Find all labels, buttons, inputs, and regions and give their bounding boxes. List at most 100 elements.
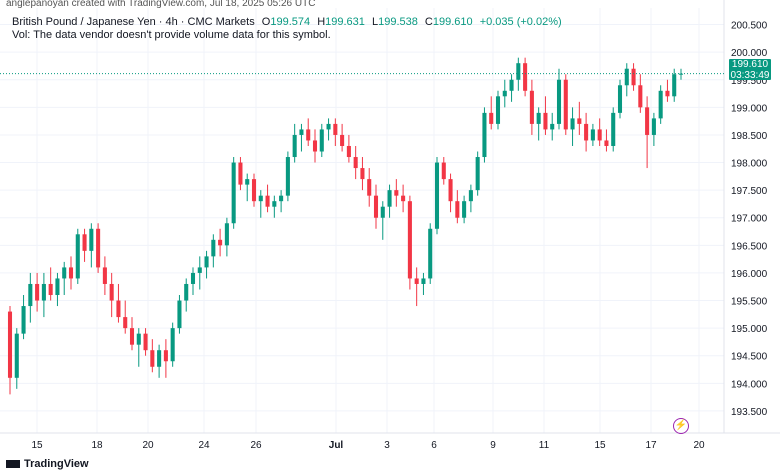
candle-body[interactable] [658, 90, 663, 119]
lightning-bolt-icon[interactable]: ⚡ [673, 418, 689, 434]
candle-body[interactable] [48, 283, 53, 296]
candle-body[interactable] [509, 79, 514, 91]
candle-body[interactable] [651, 118, 656, 135]
candle-body[interactable] [502, 90, 507, 97]
candle-body[interactable] [326, 123, 331, 130]
candle-body[interactable] [516, 63, 521, 80]
candle-body[interactable] [617, 85, 623, 113]
candle-body[interactable] [150, 350, 155, 367]
candle-body[interactable] [577, 118, 582, 124]
candle-body[interactable] [14, 333, 19, 378]
candle-body[interactable] [604, 140, 609, 146]
candle-body[interactable] [251, 179, 257, 202]
tradingview-logo[interactable]: TradingView [6, 458, 89, 470]
candle-body[interactable] [170, 328, 175, 362]
candle-body[interactable] [41, 283, 46, 301]
candle-body[interactable] [157, 350, 162, 367]
candle-body[interactable] [360, 168, 365, 180]
candle-body[interactable] [468, 190, 473, 202]
candle-body[interactable] [306, 129, 311, 141]
candle-body[interactable] [475, 157, 480, 191]
candle-body[interactable] [495, 96, 501, 124]
candle-body[interactable] [448, 179, 453, 202]
candle-body[interactable] [428, 228, 433, 279]
candle-body[interactable] [414, 278, 419, 284]
candle-body[interactable] [163, 350, 168, 362]
candle-body[interactable] [231, 162, 236, 224]
candle-body[interactable] [421, 278, 426, 284]
candle-body[interactable] [401, 195, 406, 202]
candle-body[interactable] [333, 123, 338, 135]
candle-body[interactable] [143, 333, 148, 351]
candle-body[interactable] [550, 123, 555, 130]
candle-body[interactable] [563, 79, 568, 130]
candle-body[interactable] [590, 129, 595, 141]
candle-body[interactable] [645, 107, 650, 135]
candle-body[interactable] [434, 162, 440, 229]
candle-body[interactable] [292, 134, 297, 158]
candle-body[interactable] [441, 162, 446, 180]
candle-body[interactable] [177, 300, 182, 329]
candle-body[interactable] [299, 129, 304, 135]
candle-body[interactable] [7, 311, 13, 378]
candle-body[interactable] [245, 179, 250, 185]
candle-body[interactable] [312, 140, 318, 152]
candle-body[interactable] [89, 228, 94, 251]
candle-body[interactable] [556, 79, 562, 124]
candle-body[interactable] [672, 74, 677, 97]
candle-body[interactable] [611, 112, 616, 146]
candle-body[interactable] [638, 85, 643, 108]
candle-body[interactable] [28, 283, 33, 307]
candle-body[interactable] [116, 300, 121, 318]
candle-body[interactable] [489, 112, 494, 124]
candle-body[interactable] [373, 195, 379, 218]
candle-body[interactable] [536, 112, 541, 124]
candle-body[interactable] [184, 283, 189, 301]
candle-body[interactable] [529, 90, 534, 124]
symbol-name[interactable]: British Pound / Japanese Yen · 4h · CMC … [12, 16, 255, 28]
candle-body[interactable] [394, 190, 399, 196]
candle-body[interactable] [543, 112, 548, 130]
candle-body[interactable] [380, 206, 385, 218]
candle-body[interactable] [197, 267, 202, 273]
candle-body[interactable] [597, 129, 602, 141]
candle-body[interactable] [523, 63, 528, 91]
candle-body[interactable] [109, 283, 114, 301]
candle-body[interactable] [224, 223, 229, 246]
candle-body[interactable] [462, 201, 467, 218]
price-axis[interactable]: 193.500 194.000 194.500 195.000 195.500 196.0… [731, 21, 768, 418]
candle-body[interactable] [346, 145, 351, 158]
candle-body[interactable] [21, 306, 26, 334]
candle-body[interactable] [190, 272, 196, 284]
candle-body[interactable] [82, 234, 87, 251]
candle-body[interactable] [631, 68, 636, 86]
candle-body[interactable] [584, 123, 589, 141]
candle-body[interactable] [570, 118, 575, 130]
candle-body[interactable] [218, 239, 223, 246]
candle-body[interactable] [482, 112, 487, 158]
candle-body[interactable] [272, 201, 277, 207]
candle-body[interactable] [265, 195, 270, 207]
candle-body[interactable] [387, 190, 392, 207]
candle-body[interactable] [75, 234, 80, 279]
candle-body[interactable] [211, 239, 216, 257]
candle-body[interactable] [367, 179, 372, 196]
candle-body[interactable] [258, 195, 263, 202]
candle-body[interactable] [353, 157, 358, 169]
time-axis[interactable]: 15 18 20 24 26 Jul 3 6 9 11 15 17 20 [31, 440, 705, 451]
candle-body[interactable] [35, 283, 40, 301]
candle-body[interactable] [455, 201, 460, 218]
candle-body[interactable] [136, 333, 141, 345]
candle-body[interactable] [55, 278, 60, 296]
candle-body[interactable] [238, 162, 243, 185]
candle-body[interactable] [96, 228, 101, 268]
candle-body[interactable] [123, 317, 128, 329]
candle-body[interactable] [102, 267, 107, 284]
candle-body[interactable] [285, 157, 290, 196]
candle-body[interactable] [129, 328, 135, 345]
candle-body[interactable] [407, 201, 412, 279]
candle-body[interactable] [665, 90, 670, 97]
candle-body[interactable] [204, 256, 209, 268]
candle-body[interactable] [340, 134, 345, 146]
